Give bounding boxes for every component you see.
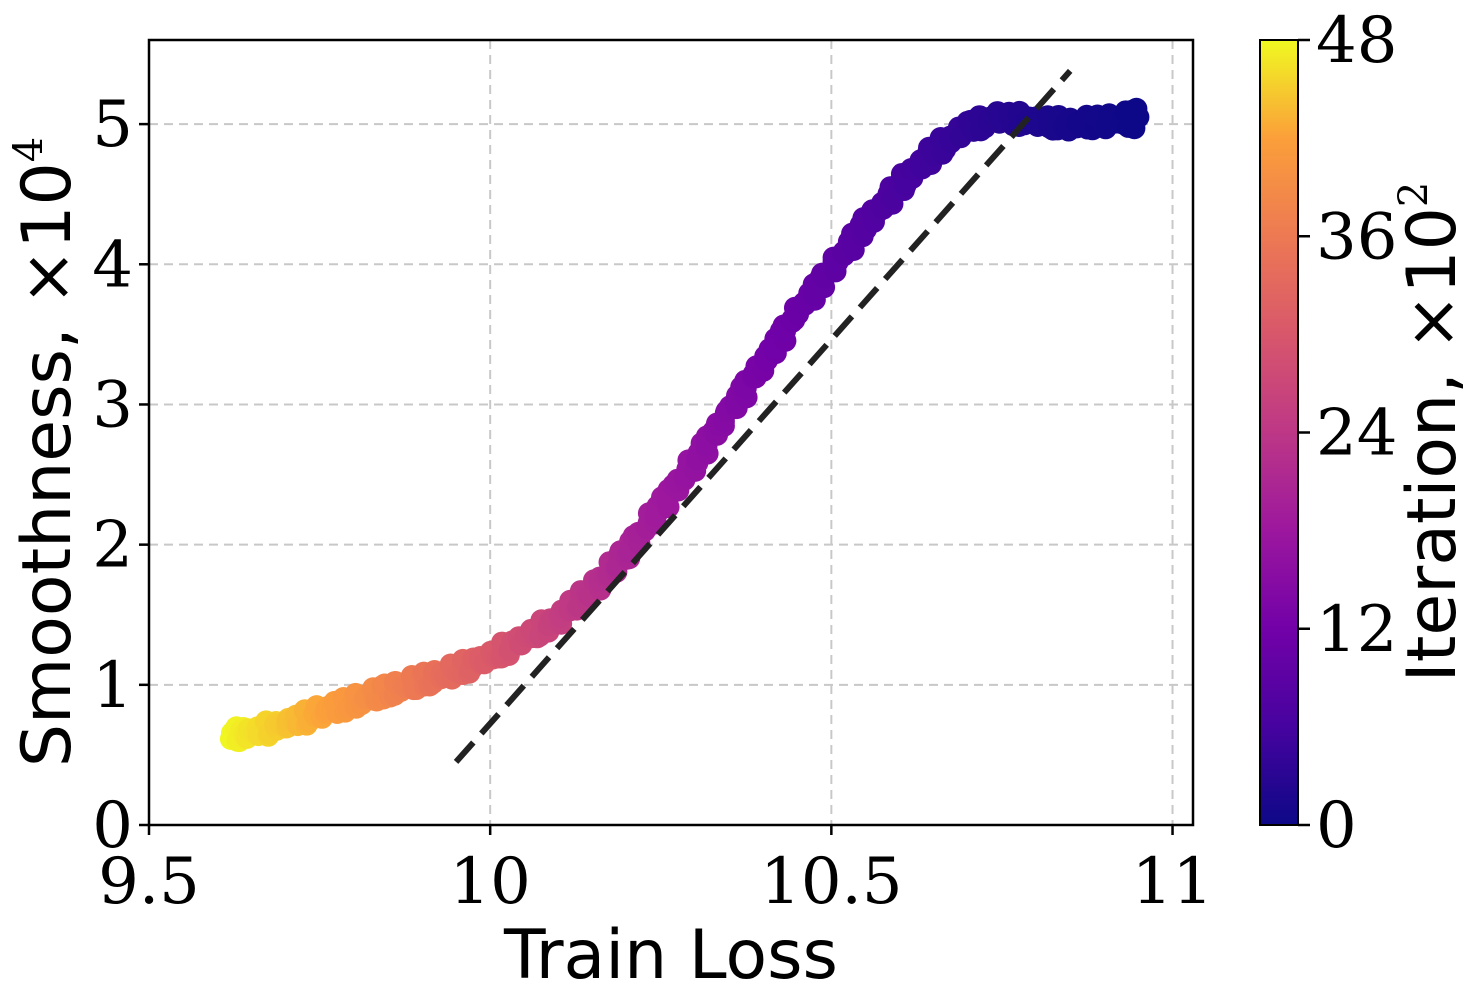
x-tick-label: 10 [449, 845, 530, 919]
colorbar-tick-label: 0 [1316, 789, 1357, 863]
colorbar-title-text: Iteration, ×10 [1393, 207, 1472, 682]
x-tick-label: 10.5 [760, 845, 903, 919]
y-tick-label: 3 [92, 368, 133, 442]
y-axis-title: Smoothness, ×104 [6, 137, 87, 767]
y-tick-label: 2 [92, 509, 133, 583]
y-tick-label: 4 [92, 228, 133, 302]
x-axis-ticks: 9.5 10 10.5 11 [98, 825, 1213, 919]
colorbar-title: Iteration, ×102 [1391, 182, 1472, 683]
colorbar-tick-label: 24 [1316, 397, 1397, 471]
y-tick-label: 1 [92, 649, 133, 723]
linear-fit-line [453, 68, 1073, 764]
y-axis-title-text: Smoothness, ×10 [8, 162, 87, 767]
scatter-point [1117, 115, 1140, 138]
y-axis-title-exponent: 4 [6, 137, 52, 162]
x-tick-label: 11 [1132, 845, 1213, 919]
colorbar [1259, 39, 1299, 826]
colorbar-title-exponent: 2 [1391, 182, 1437, 207]
colorbar-tick-label: 36 [1316, 200, 1397, 274]
colorbar-tick-label: 48 [1316, 4, 1397, 78]
colorbar-ticks: 0 12 24 36 48 [1298, 4, 1397, 863]
svg-text:Smoothness, ×104: Smoothness, ×104 [6, 137, 87, 767]
x-tick-label: 9.5 [98, 845, 200, 919]
scatter-points [219, 97, 1150, 753]
y-axis-ticks: 0 1 2 3 4 5 [92, 88, 149, 863]
svg-text:Iteration, ×102: Iteration, ×102 [1391, 182, 1472, 683]
y-tick-label: 0 [92, 789, 133, 863]
x-axis-title: Train Loss [503, 916, 838, 995]
plot-frame [147, 38, 1195, 827]
colorbar-tick-label: 12 [1316, 593, 1397, 667]
y-tick-label: 5 [92, 88, 133, 162]
